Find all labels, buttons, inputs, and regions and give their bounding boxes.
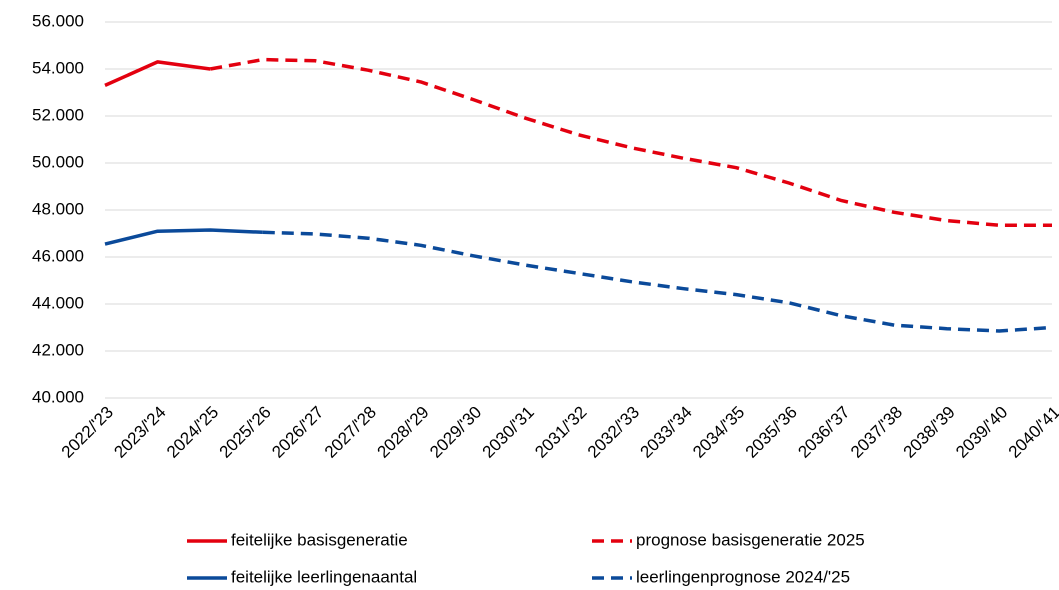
x-tick-label: 2024/'25 — [163, 403, 222, 462]
x-tick-label: 2028/'29 — [373, 403, 432, 462]
y-tick-label: 46.000 — [32, 246, 84, 265]
x-tick-label: 2037/'38 — [847, 403, 906, 462]
x-tick-label: 2026/'27 — [268, 403, 327, 462]
x-tick-label: 2029/'30 — [426, 403, 485, 462]
x-tick-label: 2023/'24 — [110, 403, 169, 462]
x-tick-label: 2030/'31 — [479, 403, 538, 462]
x-tick-label: 2039/'40 — [952, 403, 1011, 462]
x-tick-label: 2035/'36 — [742, 403, 801, 462]
line-series — [262, 230, 1053, 333]
x-tick-label: 2033/'34 — [637, 403, 696, 462]
x-tick-label: 2036/'37 — [794, 403, 853, 462]
line-series — [209, 57, 1052, 228]
y-tick-label: 52.000 — [32, 105, 84, 124]
y-tick-label: 50.000 — [32, 152, 84, 171]
x-tick-label: 2032/'33 — [584, 403, 643, 462]
line-series — [104, 60, 211, 87]
line-series — [104, 228, 263, 246]
x-tick-label: 2040/'41 — [1005, 403, 1059, 462]
y-tick-label: 44.000 — [32, 293, 84, 312]
legend-label: feitelijke basisgeneratie — [231, 530, 408, 549]
y-tick-label: 48.000 — [32, 199, 84, 218]
legend-label: leerlingenprognose 2024/'25 — [636, 567, 850, 586]
y-tick-label: 54.000 — [32, 58, 84, 77]
legend-label: prognose basisgeneratie 2025 — [636, 530, 865, 549]
x-tick-label: 2034/'35 — [689, 403, 748, 462]
y-tick-label: 56.000 — [32, 11, 84, 30]
x-tick-label: 2027/'28 — [321, 403, 380, 462]
legend-label: feitelijke leerlingenaantal — [231, 567, 417, 586]
x-tick-label: 2031/'32 — [531, 403, 590, 462]
y-tick-label: 40.000 — [32, 387, 84, 406]
x-tick-label: 2022/'23 — [58, 403, 117, 462]
x-tick-label: 2038/'39 — [900, 403, 959, 462]
x-tick-label: 2025/'26 — [216, 403, 275, 462]
y-tick-label: 42.000 — [32, 340, 84, 359]
